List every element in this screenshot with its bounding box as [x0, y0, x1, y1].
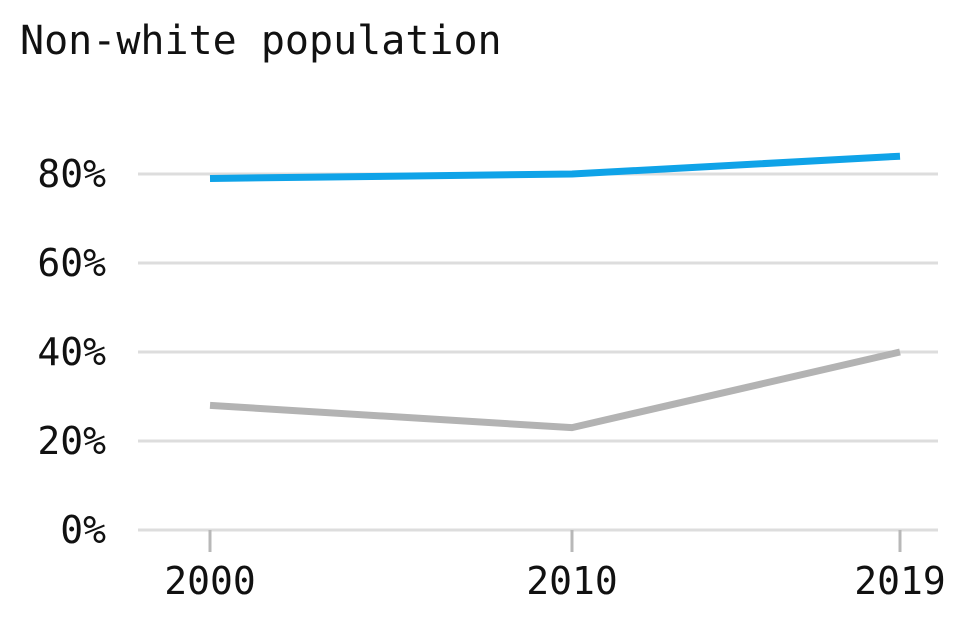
series-line-2	[209, 348, 901, 432]
series-lines	[209, 152, 901, 432]
x-axis: 2000 2010 2019	[164, 530, 946, 603]
y-tick-label: 20%	[37, 419, 106, 463]
y-tick-label: 0%	[60, 508, 106, 552]
series-line-1	[209, 152, 901, 182]
x-tick-label: 2010	[526, 559, 618, 603]
y-tick-label: 60%	[37, 241, 106, 285]
y-tick-label: 80%	[37, 152, 106, 196]
chart-title: Non-white population	[20, 18, 502, 64]
y-tick-label: 40%	[37, 330, 106, 374]
x-tick-label: 2019	[854, 559, 946, 603]
gridlines	[138, 172, 938, 532]
y-axis-tick-labels: 0% 20% 40% 60% 80%	[37, 152, 106, 552]
x-tick-label: 2000	[164, 559, 256, 603]
